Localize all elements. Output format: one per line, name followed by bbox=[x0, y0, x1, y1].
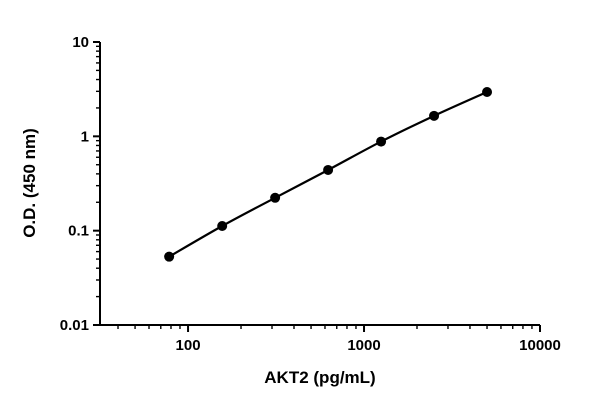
x-axis-title: AKT2 (pg/mL) bbox=[264, 368, 376, 387]
x-tick-label: 1000 bbox=[347, 337, 380, 354]
y-tick-label: 0.1 bbox=[68, 223, 89, 240]
data-point bbox=[429, 110, 440, 121]
data-point bbox=[217, 221, 228, 232]
data-point bbox=[270, 192, 281, 203]
data-point bbox=[482, 87, 493, 98]
x-tick-label: 100 bbox=[176, 337, 201, 354]
y-axis-title: O.D. (450 nm) bbox=[20, 128, 39, 238]
y-tick-label: 10 bbox=[72, 34, 89, 51]
y-tick-label: 0.01 bbox=[60, 317, 89, 334]
data-point bbox=[323, 164, 334, 175]
data-point bbox=[164, 251, 175, 262]
y-tick-label: 1 bbox=[81, 128, 89, 145]
x-tick-label: 10000 bbox=[519, 337, 561, 354]
data-point bbox=[376, 136, 387, 147]
